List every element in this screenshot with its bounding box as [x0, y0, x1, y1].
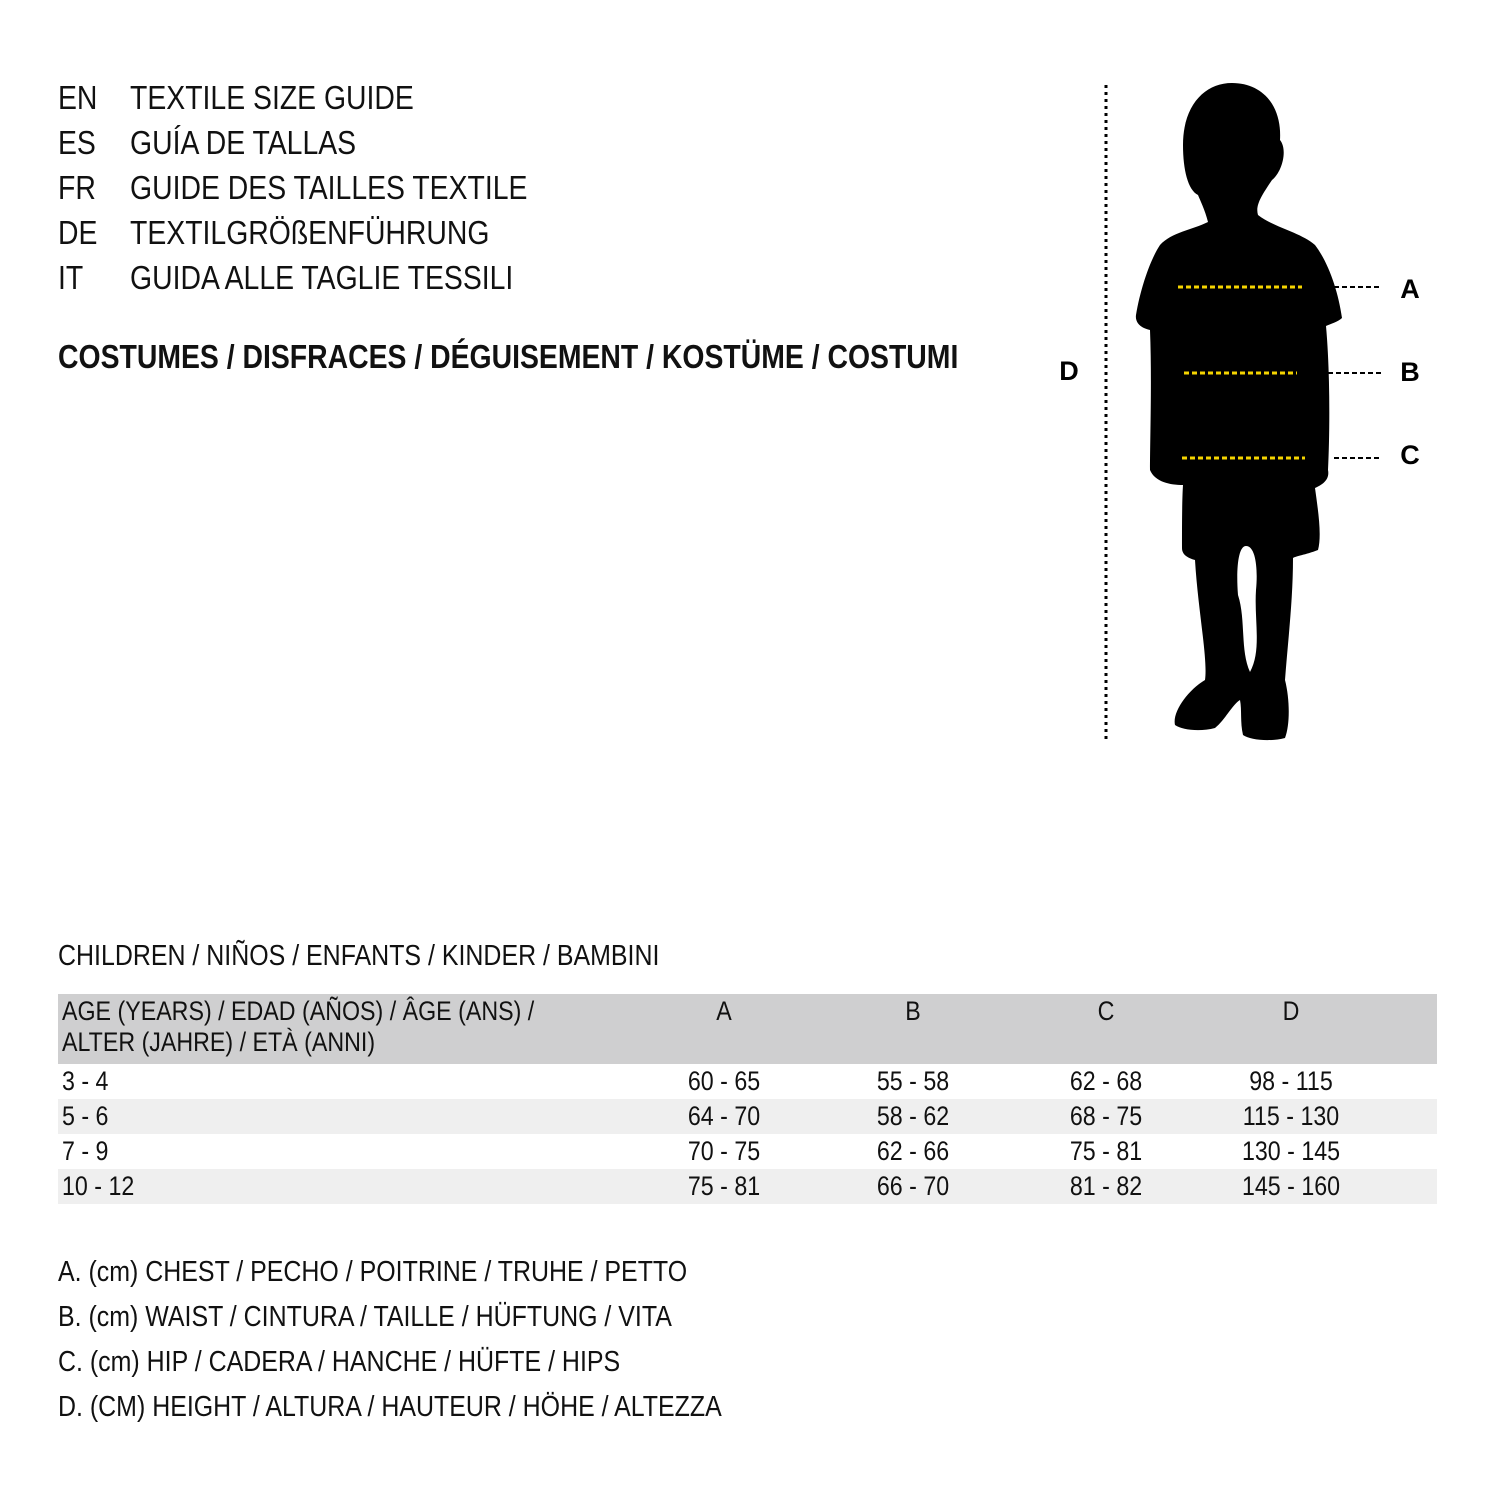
label-b: B [1400, 357, 1420, 387]
table-row: 10 - 12 75 - 81 66 - 70 81 - 82 145 - 16… [58, 1169, 1437, 1204]
label-c: C [1400, 440, 1420, 470]
c-cell: 81 - 82 [1069, 1171, 1143, 1201]
table-row: 3 - 4 60 - 65 55 - 58 62 - 68 98 - 115 [58, 1064, 1437, 1099]
a-cell: 75 - 81 [687, 1171, 761, 1201]
d-cell: 115 - 130 [1242, 1101, 1340, 1131]
b-cell: 62 - 66 [876, 1136, 950, 1166]
b-cell: 55 - 58 [876, 1066, 950, 1096]
c-cell: 75 - 81 [1069, 1136, 1143, 1166]
size-table: AGE (YEARS) / EDAD (AÑOS) / ÂGE (ANS) / A… [58, 994, 1437, 1204]
age-cell: 7 - 9 [62, 1136, 109, 1166]
b-cell: 58 - 62 [876, 1101, 950, 1131]
leg-gap [1237, 546, 1257, 672]
lang-title: GUIDA ALLE TAGLIE TESSILI [130, 259, 514, 296]
legend-hip: C. (cm) HIP / CADERA / HANCHE / HÜFTE / … [58, 1346, 621, 1378]
table-row: 5 - 6 64 - 70 58 - 62 68 - 75 115 - 130 [58, 1099, 1437, 1134]
header-d: D [1282, 996, 1300, 1026]
a-cell: 60 - 65 [687, 1066, 761, 1096]
header-b: B [905, 996, 921, 1026]
age-cell: 5 - 6 [62, 1101, 109, 1131]
child-silhouette [1135, 83, 1342, 741]
d-cell: 145 - 160 [1241, 1171, 1341, 1201]
lang-code: DE [58, 214, 98, 251]
lang-code: IT [58, 259, 84, 296]
header-c: C [1097, 996, 1115, 1026]
header-a: A [716, 996, 732, 1026]
legend-height: D. (CM) HEIGHT / ALTURA / HAUTEUR / HÖHE… [58, 1391, 722, 1423]
d-cell: 130 - 145 [1241, 1136, 1341, 1166]
b-cell: 66 - 70 [876, 1171, 950, 1201]
lang-code: FR [58, 169, 96, 206]
lang-title: GUIDE DES TAILLES TEXTILE [130, 169, 528, 206]
size-diagram: A B C D [1059, 83, 1420, 742]
c-cell: 62 - 68 [1069, 1066, 1143, 1096]
label-a: A [1400, 274, 1420, 304]
lang-title: GUÍA DE TALLAS [130, 124, 357, 161]
lang-title: TEXTILE SIZE GUIDE [130, 79, 414, 116]
label-d: D [1059, 356, 1079, 386]
header-age: AGE (YEARS) / EDAD (AÑOS) / ÂGE (ANS) / A… [62, 996, 535, 1057]
a-cell: 70 - 75 [687, 1136, 761, 1166]
c-cell: 68 - 75 [1069, 1101, 1143, 1131]
a-cell: 64 - 70 [687, 1101, 761, 1131]
legend-chest: A. (cm) CHEST / PECHO / POITRINE / TRUHE… [58, 1256, 688, 1288]
legend-waist: B. (cm) WAIST / CINTURA / TAILLE / HÜFTU… [58, 1301, 672, 1333]
measurement-legend: A. (cm) CHEST / PECHO / POITRINE / TRUHE… [58, 1250, 830, 1430]
lang-code: ES [58, 124, 96, 161]
section-title: CHILDREN / NIÑOS / ENFANTS / KINDER / BA… [58, 940, 660, 972]
table-row: 7 - 9 70 - 75 62 - 66 75 - 81 130 - 145 [58, 1134, 1437, 1169]
age-cell: 10 - 12 [62, 1171, 135, 1201]
lang-title: TEXTILGRÖßENFÜHRUNG [130, 214, 490, 251]
table-header: AGE (YEARS) / EDAD (AÑOS) / ÂGE (ANS) / A… [58, 994, 1437, 1064]
subtitle: COSTUMES / DISFRACES / DÉGUISEMENT / KOS… [58, 338, 959, 375]
age-cell: 3 - 4 [62, 1066, 109, 1096]
d-cell: 98 - 115 [1249, 1066, 1333, 1096]
lang-code: EN [58, 79, 98, 116]
